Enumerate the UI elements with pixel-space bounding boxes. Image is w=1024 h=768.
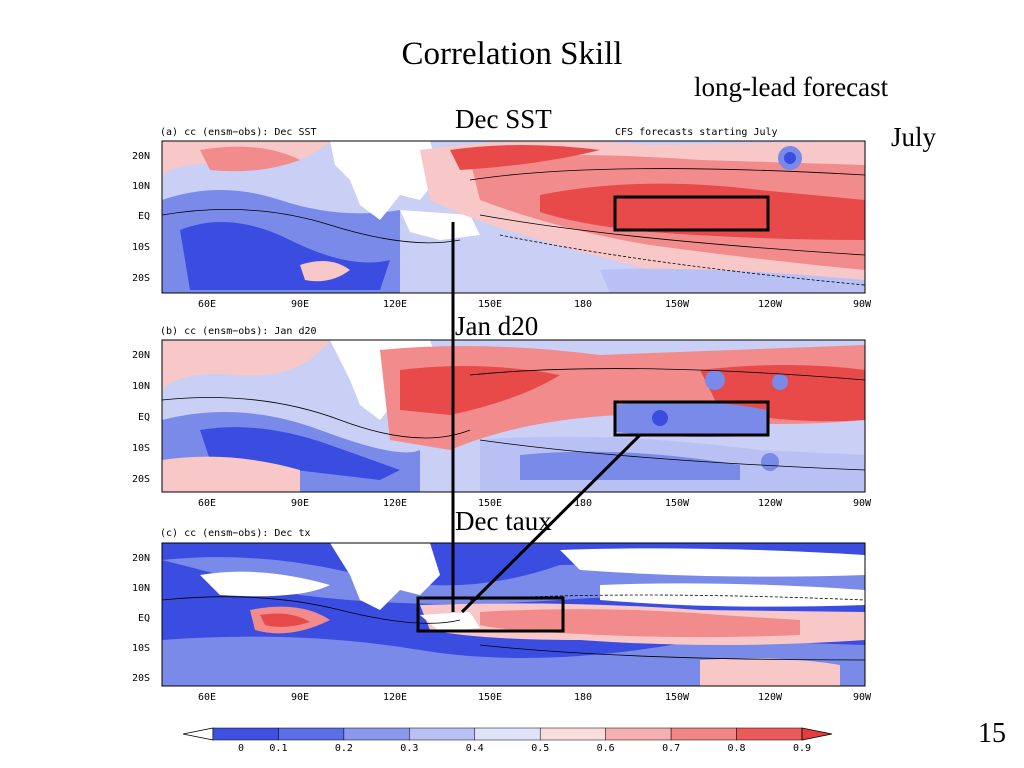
panel-b-lon-60e: 60E (198, 498, 216, 509)
panel-b-lat-eq: EQ (138, 412, 150, 423)
colorbar-tick-label: 0.6 (597, 743, 615, 754)
panel-a-lat-10n: 10N (132, 181, 150, 192)
colorbar-segment (212, 727, 279, 741)
panel-c-lat-10s: 10S (132, 643, 150, 654)
panel-b-lon-150e: 150E (478, 498, 502, 509)
colorbar-tick-label: 0.3 (400, 743, 418, 754)
colorbar-segment (539, 727, 606, 741)
slide-number: 15 (978, 718, 1006, 749)
colorbar-tick-label: 0.4 (466, 743, 484, 754)
panel-b-lat-10n: 10N (132, 381, 150, 392)
panel-b-lon-120e: 120E (383, 498, 407, 509)
panel-a-lat-10s: 10S (132, 242, 150, 253)
colorbar-segment (736, 727, 803, 741)
colorbar-segment (474, 727, 541, 741)
colorbar-segment (670, 727, 737, 741)
colorbar-segment (409, 727, 476, 741)
panel-c-lat-20s: 20S (132, 673, 150, 684)
panel-b-lon-90e: 90E (291, 498, 309, 509)
panel-c-lon-120e: 120E (383, 692, 407, 703)
panel-a-lon-180: 180 (574, 299, 592, 310)
colorbar-tick-label: 0 (238, 743, 244, 754)
panel-a-header-right: CFS forecasts starting July (615, 127, 778, 138)
callout-dec-sst: Dec SST (455, 104, 552, 134)
panel-c-lat-eq: EQ (138, 613, 150, 624)
colorbar-tick-label: 0.7 (662, 743, 680, 754)
panel-c-header: (c) cc (ensm−obs): Dec tx (160, 528, 311, 539)
callout-jan-d20: Jan d20 (455, 311, 539, 341)
panel-c-lat-20n: 20N (132, 553, 150, 564)
colorbar-tick-label: 0.5 (531, 743, 549, 754)
panel-a-map (162, 141, 865, 293)
panel-c-lon-90e: 90E (291, 692, 309, 703)
panel-a: (a) cc (ensm−obs): Dec SST CFS forecasts… (132, 127, 872, 310)
panel-c-lat-10n: 10N (132, 583, 150, 594)
panel-a-lon-120e: 120E (383, 299, 407, 310)
panel-b-nino-box (613, 400, 770, 437)
colorbar-tick-label: 0.2 (335, 743, 353, 754)
panel-c-lon-90w: 90W (853, 692, 872, 703)
panel-a-nino-box (613, 195, 770, 232)
callout-dec-taux: Dec taux (455, 506, 552, 536)
panel-c-lon-150e: 150E (478, 692, 502, 703)
panel-b-lon-120w: 120W (758, 498, 783, 509)
panel-c-lon-180: 180 (574, 692, 592, 703)
panel-b-lat-20s: 20S (132, 474, 150, 485)
panel-c-lon-60e: 60E (198, 692, 216, 703)
colorbar-tick-label: 0.8 (728, 743, 746, 754)
panel-a-lon-90w: 90W (853, 299, 872, 310)
panel-a-lon-150e: 150E (478, 299, 502, 310)
panel-a-header: (a) cc (ensm−obs): Dec SST (160, 127, 317, 138)
panel-b-lon-180: 180 (574, 498, 592, 509)
panel-b-map (162, 340, 865, 492)
colorbar-high-tip (801, 727, 833, 741)
panel-a-lat-20s: 20S (132, 273, 150, 284)
slide-subtitle: long-lead forecast (694, 72, 889, 102)
panel-c: (c) cc (ensm−obs): Dec tx 20N 10N EQ (132, 528, 872, 703)
panel-a-lon-150w: 150W (665, 299, 690, 310)
colorbar: 0 0.1 0.2 0.3 0.4 0.5 0.6 0.7 0.8 0.9 (182, 727, 833, 754)
panel-c-map (162, 543, 865, 686)
colorbar-segment (343, 727, 410, 741)
colorbar-tick-label: 0.1 (269, 743, 287, 754)
panel-b-lat-10s: 10S (132, 443, 150, 454)
colorbar-tick-label: 0.9 (793, 743, 811, 754)
panel-b-lat-20n: 20N (132, 350, 150, 361)
forecast-month-label: July (891, 122, 937, 152)
panel-a-lon-90e: 90E (291, 299, 309, 310)
panel-b-lon-90w: 90W (853, 498, 872, 509)
panel-b-header: (b) cc (ensm−obs): Jan d20 (160, 326, 317, 337)
panel-a-lat-eq: EQ (138, 211, 150, 222)
panel-b: (b) cc (ensm−obs): Jan d20 (132, 326, 872, 509)
colorbar-segment (278, 727, 345, 741)
panel-c-wind-box (416, 596, 565, 633)
connector-line-diagonal (460, 433, 642, 614)
colorbar-segment (605, 727, 672, 741)
panel-a-lon-60e: 60E (198, 299, 216, 310)
colorbar-low-tip (182, 727, 214, 741)
panel-c-lon-120w: 120W (758, 692, 783, 703)
slide-title: Correlation Skill (401, 36, 623, 72)
panel-a-lon-120w: 120W (758, 299, 783, 310)
panel-b-lon-150w: 150W (665, 498, 690, 509)
panel-c-lon-150w: 150W (665, 692, 690, 703)
panel-a-lat-20n: 20N (132, 151, 150, 162)
